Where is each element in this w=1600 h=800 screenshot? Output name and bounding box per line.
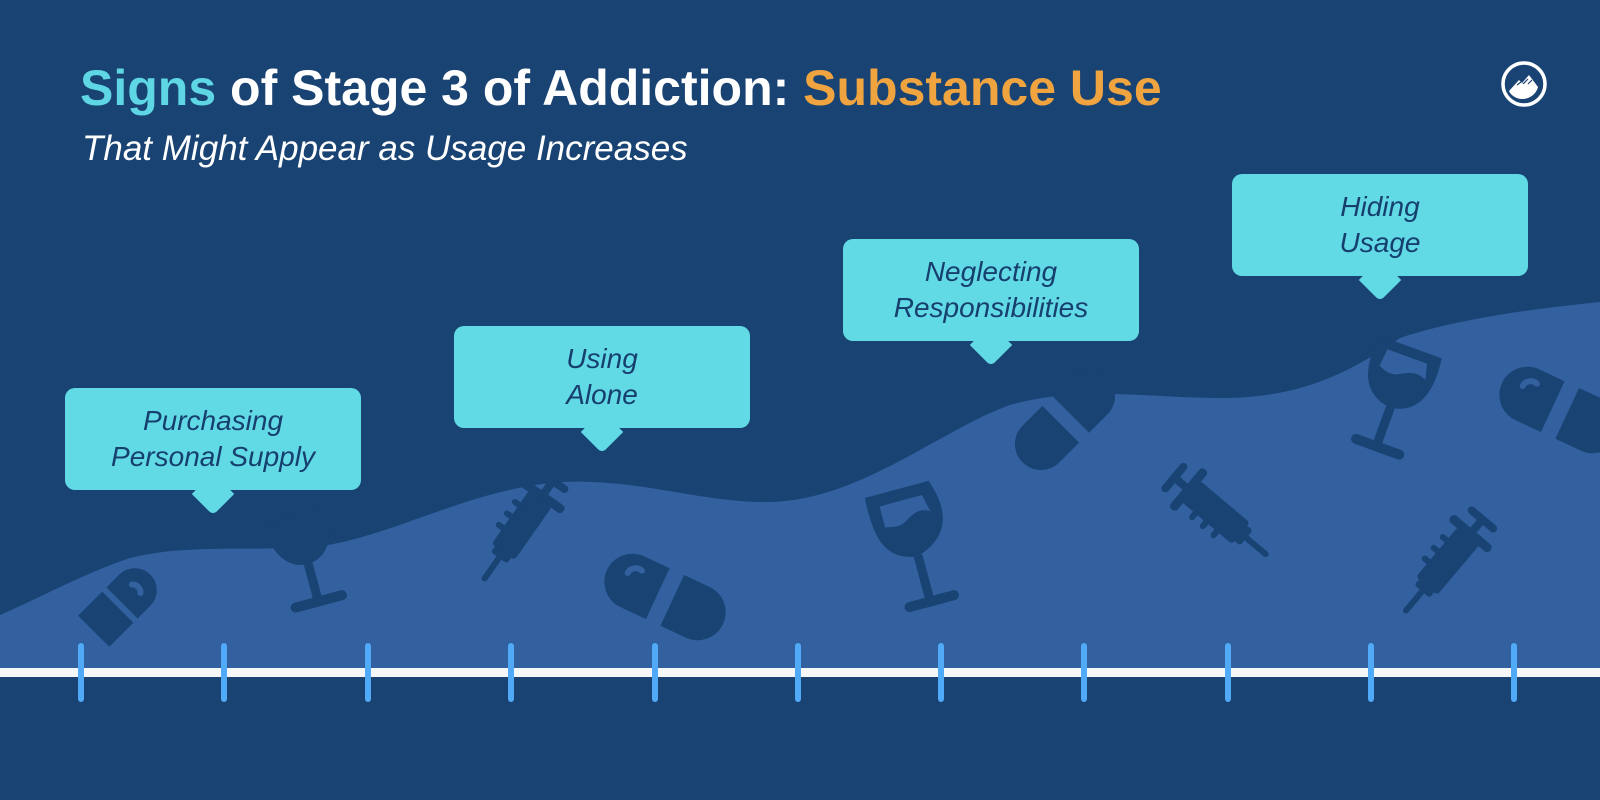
pill-icon: [1014, 369, 1116, 471]
mountain-circle-logo-icon: [1501, 61, 1547, 107]
title-middle: of Stage 3 of Addiction:: [216, 60, 804, 116]
sign-bubble-purchasing-personal-supply: Purchasing Personal Supply: [65, 388, 361, 490]
sign-label-line: Neglecting: [924, 256, 1058, 287]
timeline-tick: [938, 643, 944, 702]
syringe-icon: [1402, 506, 1498, 614]
sign-label: Purchasing Personal Supply: [111, 403, 315, 475]
sign-label-line: Responsibilities: [893, 292, 1089, 323]
sign-label: Using Alone: [566, 341, 638, 413]
sign-bubble-hiding-usage: Hiding Usage: [1232, 174, 1528, 276]
sign-label-line: Usage: [1339, 227, 1421, 258]
sign-label-line: Using: [566, 343, 638, 374]
sign-label-line: Hiding: [1340, 191, 1420, 222]
timeline-tick: [508, 643, 514, 702]
sign-label: Neglecting Responsibilities: [894, 254, 1089, 326]
pill-icon: [1499, 366, 1600, 454]
timeline-tick: [221, 643, 227, 702]
sign-label-line: Personal Supply: [111, 441, 315, 472]
syringe-icon: [481, 468, 569, 582]
sign-label: Hiding Usage: [1340, 189, 1421, 261]
timeline-tick: [795, 643, 801, 702]
syringe-icon: [1161, 462, 1269, 558]
timeline-tick: [1368, 643, 1374, 702]
timeline-tick: [652, 643, 658, 702]
page-title: Signs of Stage 3 of Addiction: Substance…: [80, 56, 1162, 120]
wine-glass-icon: [864, 480, 960, 613]
sign-label-line: Purchasing: [142, 405, 284, 436]
timeline-tick: [1511, 643, 1517, 702]
page-subtitle: That Might Appear as Usage Increases: [82, 129, 688, 168]
timeline-tick: [1225, 643, 1231, 702]
timeline-tick: [1081, 643, 1087, 702]
sign-label-line: Alone: [566, 379, 638, 410]
wine-glass-icon: [263, 507, 348, 613]
rising-wave-shape: [0, 302, 1600, 668]
sign-bubble-using-alone: Using Alone: [454, 326, 750, 428]
pill-icon: [78, 568, 157, 647]
timeline-tick: [78, 643, 84, 702]
pill-icon: [604, 553, 726, 641]
timeline-tick: [365, 643, 371, 702]
title-accent-substance-use: Substance Use: [803, 60, 1162, 116]
wine-glass-icon: [1351, 335, 1442, 460]
sign-bubble-neglecting-responsibilities: Neglecting Responsibilities: [843, 239, 1139, 341]
title-accent-signs: Signs: [80, 60, 217, 116]
